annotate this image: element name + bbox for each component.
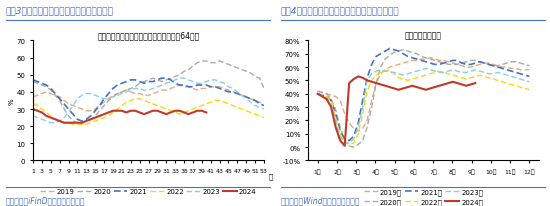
Text: 周: 周 — [268, 173, 273, 179]
Text: 开工率：石油沥青装置（国内样本企业：64家）: 开工率：石油沥青装置（国内样本企业：64家） — [97, 31, 200, 40]
Text: 资料来源：iFinD；国盛证券研究所: 资料来源：iFinD；国盛证券研究所 — [6, 195, 85, 204]
Text: 图表4：近半月水泥粉磨开工率均值环比有所回落: 图表4：近半月水泥粉磨开工率均值环比有所回落 — [280, 6, 399, 15]
Y-axis label: %: % — [9, 98, 15, 104]
Legend: 2019年, 2020年, 2021年, 2022年, 2023年, 2024年: 2019年, 2020年, 2021年, 2022年, 2023年, 2024年 — [364, 188, 483, 205]
Text: 资料来源：Wind；国盛证券研究所: 资料来源：Wind；国盛证券研究所 — [280, 195, 360, 204]
Legend: 2019, 2020, 2021, 2022, 2023, 2024: 2019, 2020, 2021, 2022, 2023, 2024 — [41, 188, 256, 194]
Text: 图表3：近半月石油沥青装置开工率环比续升: 图表3：近半月石油沥青装置开工率环比续升 — [6, 6, 113, 15]
Text: 水泥：粉磨开工率: 水泥：粉磨开工率 — [405, 31, 442, 40]
